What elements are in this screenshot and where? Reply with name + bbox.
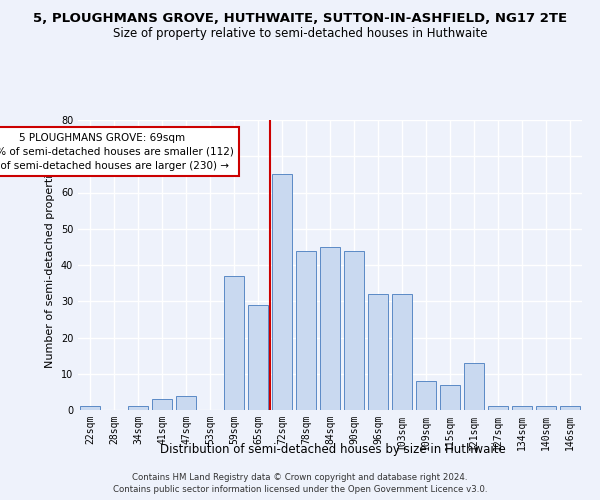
Bar [152, 399, 172, 410]
Bar [248, 305, 268, 410]
Bar [560, 406, 580, 410]
Text: Contains HM Land Registry data © Crown copyright and database right 2024.: Contains HM Land Registry data © Crown c… [132, 472, 468, 482]
Text: Size of property relative to semi-detached houses in Huthwaite: Size of property relative to semi-detach… [113, 28, 487, 40]
Text: Contains public sector information licensed under the Open Government Licence v3: Contains public sector information licen… [113, 485, 487, 494]
Bar [392, 294, 412, 410]
Bar [536, 406, 556, 410]
Bar [368, 294, 388, 410]
Bar [176, 396, 196, 410]
Text: Distribution of semi-detached houses by size in Huthwaite: Distribution of semi-detached houses by … [160, 442, 506, 456]
Bar [272, 174, 292, 410]
Text: 5, PLOUGHMANS GROVE, HUTHWAITE, SUTTON-IN-ASHFIELD, NG17 2TE: 5, PLOUGHMANS GROVE, HUTHWAITE, SUTTON-I… [33, 12, 567, 26]
Text: 5 PLOUGHMANS GROVE: 69sqm
← 33% of semi-detached houses are smaller (112)
67% of: 5 PLOUGHMANS GROVE: 69sqm ← 33% of semi-… [0, 132, 233, 170]
Bar [488, 406, 508, 410]
Bar [128, 406, 148, 410]
Bar [80, 406, 100, 410]
Y-axis label: Number of semi-detached properties: Number of semi-detached properties [45, 162, 55, 368]
Bar [440, 384, 460, 410]
Bar [464, 363, 484, 410]
Bar [344, 250, 364, 410]
Bar [416, 381, 436, 410]
Bar [224, 276, 244, 410]
Bar [296, 250, 316, 410]
Bar [512, 406, 532, 410]
Bar [320, 247, 340, 410]
